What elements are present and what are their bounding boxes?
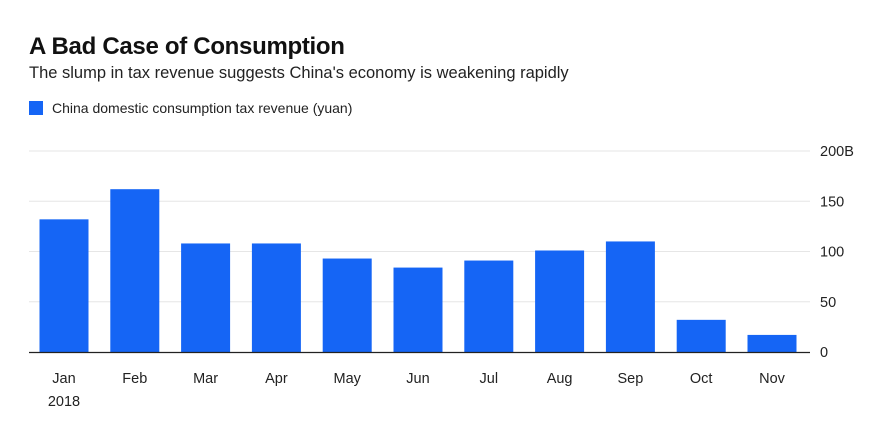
bar <box>110 189 160 352</box>
y-tick-label: 150 <box>820 194 844 210</box>
bar <box>464 260 514 352</box>
bar <box>676 319 726 352</box>
bar <box>181 243 231 352</box>
y-tick-label: 50 <box>820 295 836 311</box>
x-tick-label: Mar <box>193 371 218 387</box>
y-tick-label: 200B <box>820 144 854 160</box>
x-tick-label: Feb <box>122 371 147 387</box>
x-tick-label: Oct <box>690 371 713 387</box>
x-tick-label: Jun <box>406 371 429 387</box>
bar <box>393 267 443 352</box>
legend-swatch <box>29 101 43 115</box>
x-tick-label: Nov <box>759 371 786 387</box>
x-tick-label: Sep <box>617 371 643 387</box>
bar <box>39 219 89 352</box>
bar <box>322 258 372 352</box>
bar <box>605 241 655 352</box>
x-tick-label: Jan <box>52 371 75 387</box>
chart-subtitle: The slump in tax revenue suggests China'… <box>29 64 569 82</box>
chart-title: A Bad Case of Consumption <box>29 33 345 60</box>
x-tick-label: May <box>333 371 361 387</box>
legend-label: China domestic consumption tax revenue (… <box>52 100 353 116</box>
bar <box>747 334 797 352</box>
y-tick-label: 100 <box>820 245 844 261</box>
x-year-label: 2018 <box>48 394 80 410</box>
bar <box>251 243 301 352</box>
y-tick-label: 0 <box>820 345 828 361</box>
x-tick-label: Apr <box>265 371 288 387</box>
x-tick-label: Jul <box>480 371 499 387</box>
legend: China domestic consumption tax revenue (… <box>29 100 352 116</box>
bar <box>535 250 585 352</box>
x-tick-label: Aug <box>547 371 573 387</box>
